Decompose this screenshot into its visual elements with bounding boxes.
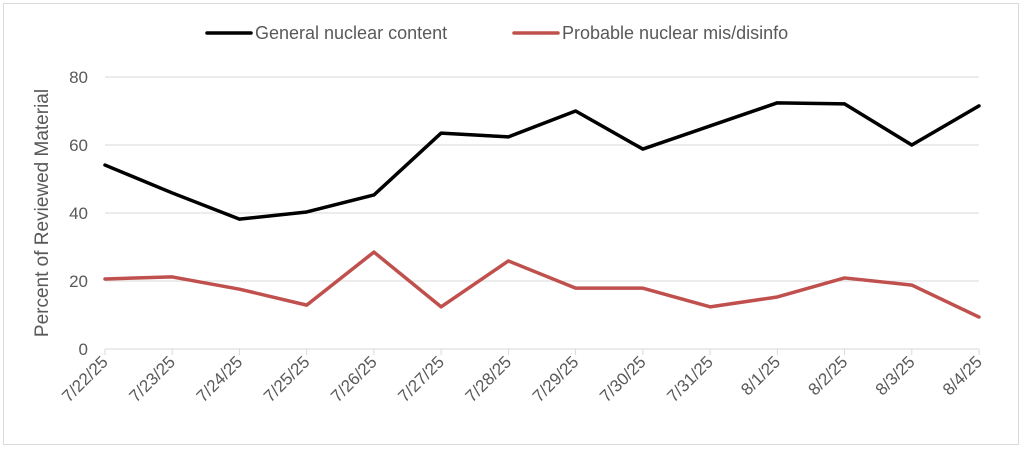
- data-point: [910, 143, 914, 147]
- data-point: [305, 303, 309, 307]
- data-point: [170, 191, 174, 195]
- y-tick-label: 0: [79, 340, 88, 359]
- x-tick-label: 7/30/25: [596, 352, 650, 406]
- data-point: [708, 124, 712, 128]
- data-point: [237, 217, 241, 221]
- series-line-1: [103, 250, 981, 319]
- x-tick-label: 7/26/25: [327, 352, 381, 406]
- data-point: [574, 109, 578, 113]
- data-point: [708, 305, 712, 309]
- data-point: [775, 295, 779, 299]
- data-point: [574, 286, 578, 290]
- y-tick-label: 40: [69, 204, 88, 223]
- data-point: [237, 287, 241, 291]
- x-tick-label: 8/4/25: [939, 352, 986, 399]
- y-tick-label: 80: [69, 68, 88, 87]
- data-point: [775, 101, 779, 105]
- data-point: [506, 135, 510, 139]
- data-point: [910, 283, 914, 287]
- x-tick-label: 8/1/25: [737, 352, 784, 399]
- series-line-0: [103, 101, 981, 221]
- legend-label: Probable nuclear mis/disinfo: [562, 23, 788, 43]
- x-tick-label: 7/24/25: [193, 352, 247, 406]
- x-tick-label: 7/29/25: [529, 352, 583, 406]
- y-tick-label: 60: [69, 136, 88, 155]
- legend-label: General nuclear content: [255, 23, 447, 43]
- data-point: [641, 147, 645, 151]
- data-point: [170, 275, 174, 279]
- x-tick-label: 8/3/25: [872, 352, 919, 399]
- data-point: [439, 131, 443, 135]
- data-point: [843, 276, 847, 280]
- data-point: [103, 277, 107, 281]
- data-point: [641, 286, 645, 290]
- x-tick-label: 8/2/25: [805, 352, 852, 399]
- y-axis-label: Percent of Reviewed Material: [32, 89, 53, 337]
- data-point: [372, 250, 376, 254]
- data-point: [305, 210, 309, 214]
- x-tick-label: 7/25/25: [260, 352, 314, 406]
- data-point: [977, 104, 981, 108]
- data-point: [506, 259, 510, 263]
- data-point: [977, 315, 981, 319]
- x-tick-label: 7/28/25: [462, 352, 516, 406]
- x-tick-label: 7/22/25: [58, 352, 112, 406]
- y-tick-label: 20: [69, 272, 88, 291]
- data-point: [439, 305, 443, 309]
- data-point: [103, 163, 107, 167]
- chart-frame: [3, 3, 1019, 445]
- data-point: [843, 102, 847, 106]
- x-tick-label: 7/31/25: [663, 352, 717, 406]
- x-tick-label: 7/23/25: [126, 352, 180, 406]
- data-point: [372, 193, 376, 197]
- x-tick-label: 7/27/25: [394, 352, 448, 406]
